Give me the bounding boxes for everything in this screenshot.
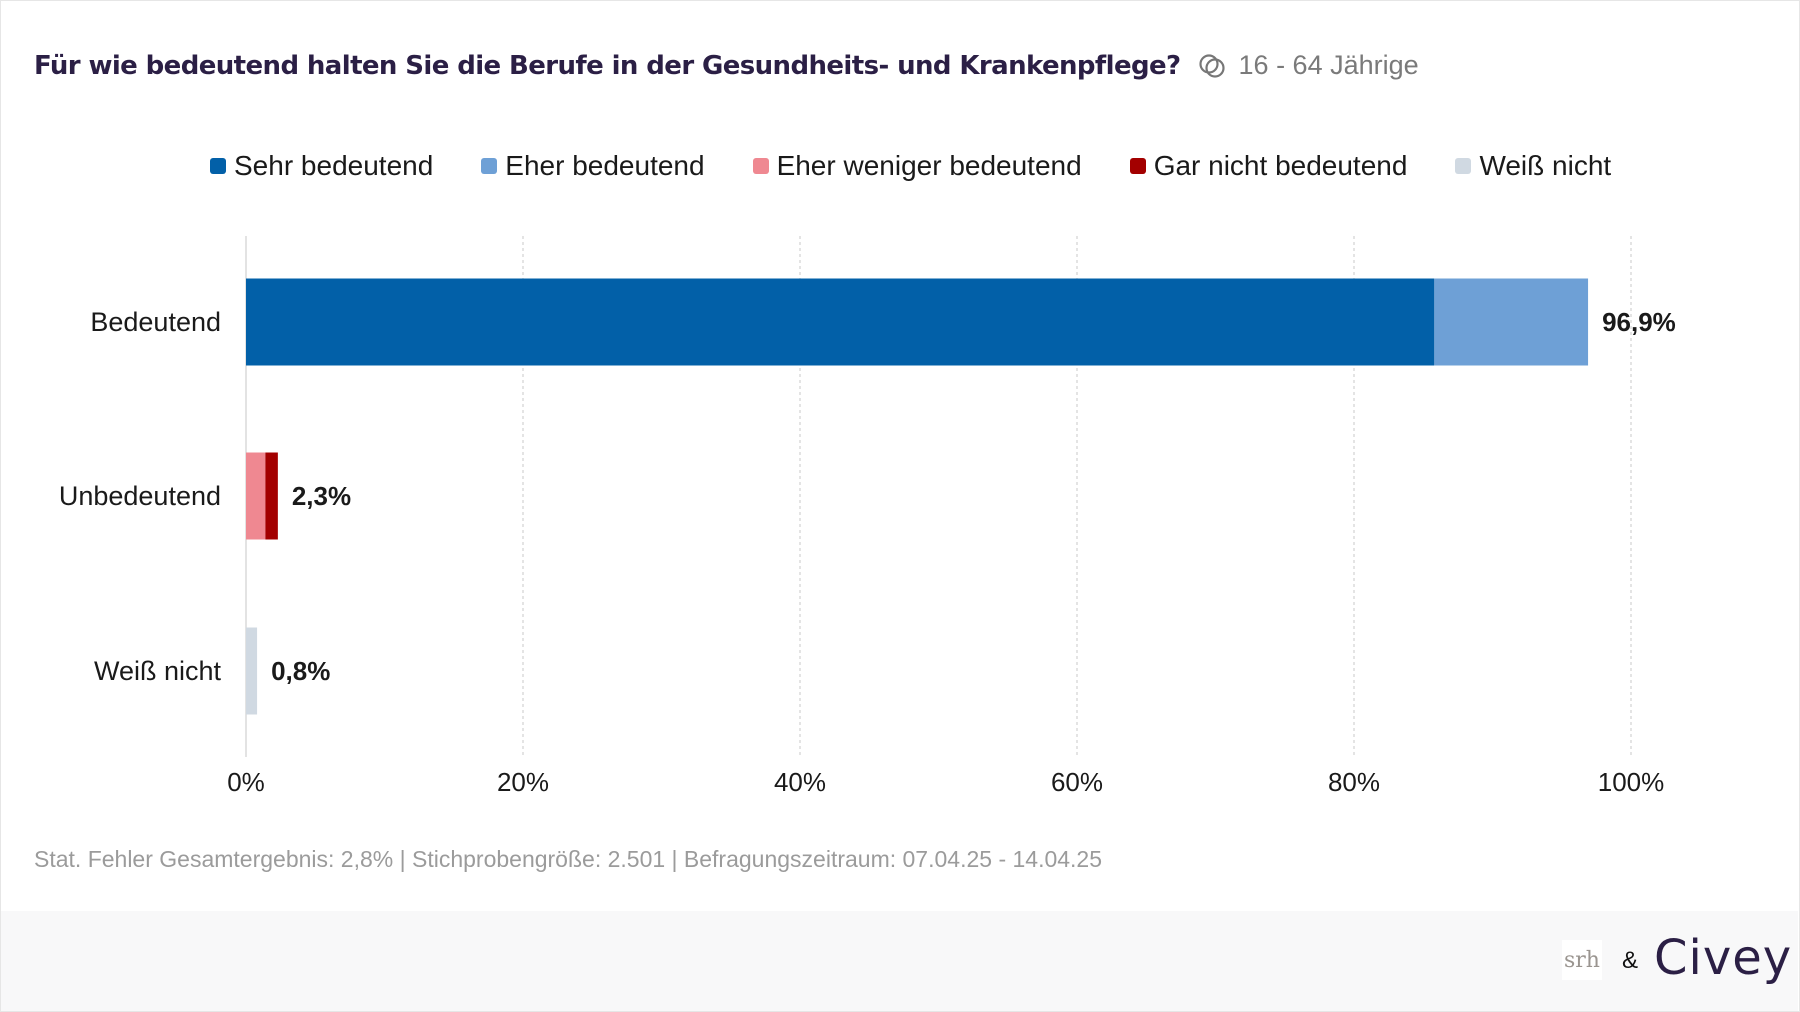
legend-label: Sehr bedeutend [234,150,434,181]
x-tick-label: 20% [497,767,549,797]
total-label: 2,3% [292,481,351,511]
methodology-note: Stat. Fehler Gesamtergebnis: 2,8% | Stic… [34,846,1103,872]
chart-title: Für wie bedeutend halten Sie die Berufe … [34,50,1181,81]
audience-label: 16 - 64 Jährige [1238,50,1419,80]
bar-segment [1434,278,1589,366]
legend-swatch [1129,158,1146,174]
x-tick-label: 0% [227,767,265,797]
legend-swatch [481,158,498,174]
bar-segment [265,452,278,540]
legend-item[interactable]: Eher bedeutend [481,150,705,182]
legend-swatch [752,158,769,174]
x-tick-label: 100% [1598,767,1665,797]
legend-label: Eher bedeutend [505,150,705,181]
bar-segment [246,278,1435,366]
legend-item[interactable]: Sehr bedeutend [210,150,433,182]
legend-item[interactable]: Eher weniger bedeutend [752,150,1082,182]
branding-bar [1,911,1798,1011]
x-tick-label: 80% [1328,767,1380,797]
audience-circles-icon [1198,53,1225,78]
legend-label: Gar nicht bedeutend [1153,150,1408,181]
legend-item[interactable]: Weiß nicht [1455,150,1611,182]
total-label: 0,8% [271,656,330,686]
legend-label: Weiß nicht [1479,150,1612,181]
category-label: Unbedeutend [59,481,221,511]
category-label: Weiß nicht [94,656,222,686]
bar-segment [246,627,258,715]
x-tick-label: 60% [1051,767,1103,797]
legend-item[interactable]: Gar nicht bedeutend [1129,150,1408,182]
bar-segment [246,452,266,540]
bar-chart: 0% 20% 40% 60% 80% 100% Bedeutend 96,9% Unbedeut… [59,236,1676,797]
legend: Sehr bedeutend Eher bedeutend Eher weniger… [210,150,1659,182]
ampersand: & [1622,947,1639,974]
x-tick-label: 40% [774,767,826,797]
legend-swatch [1455,158,1472,174]
title-row: Für wie bedeutend halten Sie die Berufe … [34,50,1419,81]
legend-swatch [210,158,226,174]
srh-logo: srh [1562,940,1602,980]
total-label: 96,9% [1602,307,1676,337]
civey-logo: Civey [1654,930,1793,986]
legend-label: Eher weniger bedeutend [776,150,1082,181]
category-label: Bedeutend [90,307,221,337]
